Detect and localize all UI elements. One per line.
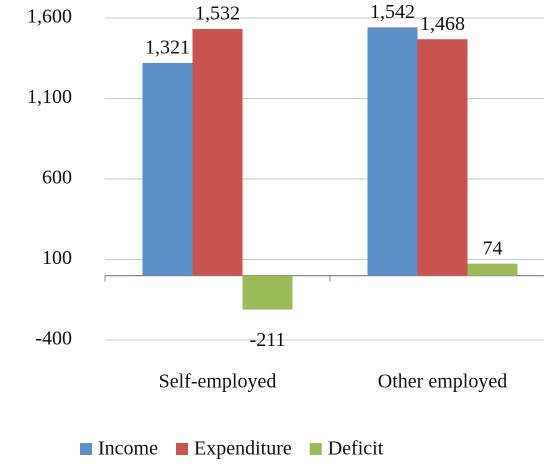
x-tick-label: Self-employed [159, 371, 277, 393]
y-tick-label: 600 [42, 167, 72, 189]
legend-swatch [309, 443, 322, 455]
bar [242, 275, 293, 310]
y-tick-label: 100 [42, 247, 72, 269]
y-tick-label: 1,100 [27, 86, 72, 108]
bar [142, 62, 193, 276]
data-label: 74 [483, 237, 503, 259]
bar [192, 28, 243, 276]
legend-label: Deficit [328, 438, 384, 460]
data-label: 1,321 [145, 37, 190, 59]
bar [467, 263, 518, 276]
data-label: 1,468 [420, 13, 465, 35]
x-tick-label: Other employed [378, 371, 507, 393]
y-tick-label: -400 [35, 328, 72, 350]
legend-swatch [175, 443, 188, 455]
y-tick-label: 1,600 [27, 6, 72, 28]
legend-label: Expenditure [194, 438, 292, 460]
data-label: 1,532 [195, 3, 240, 25]
bar [367, 27, 418, 276]
bar [417, 39, 468, 276]
legend-label: Income [98, 438, 158, 460]
data-label: -211 [250, 329, 286, 351]
legend-swatch [80, 443, 92, 455]
data-label: 1,542 [370, 1, 415, 23]
